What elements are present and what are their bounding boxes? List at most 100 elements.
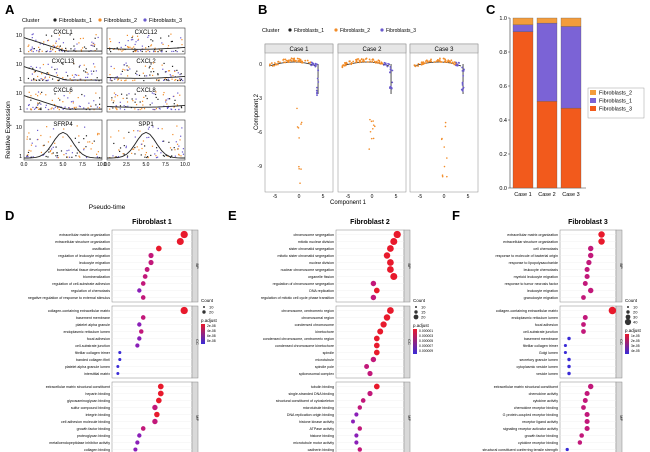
go-term-dot (156, 245, 162, 252)
cell-point (35, 107, 37, 109)
term-label: collagen-containing extracellular matrix (48, 309, 110, 313)
cell-point (136, 146, 138, 148)
cell-point (72, 100, 74, 103)
case-label: Case 2 (362, 47, 382, 53)
cell-point (287, 59, 290, 62)
cell-point (178, 109, 180, 111)
cell-point (63, 154, 65, 156)
term-label: kinetochore (315, 330, 334, 334)
cell-point (52, 146, 54, 148)
legend-color-label: 3e-05 (631, 344, 640, 348)
cell-point (40, 78, 42, 80)
cell-point (314, 64, 317, 66)
cell-point (78, 141, 80, 144)
cell-point (30, 108, 33, 111)
cell-point (170, 40, 173, 43)
legend-size-dot (202, 310, 206, 314)
cell-point (84, 71, 87, 73)
cell-point (36, 138, 39, 141)
cell-point (111, 99, 113, 101)
cell-point (166, 107, 169, 110)
cell-point (28, 104, 30, 106)
cell-point (167, 70, 170, 72)
cell-point (124, 79, 126, 82)
cell-point (179, 73, 181, 76)
cell-point (348, 60, 351, 63)
cell-point (119, 49, 122, 51)
cell-point (90, 148, 92, 150)
cell-point (26, 138, 28, 140)
cell-point (37, 129, 39, 132)
cell-point (66, 156, 69, 158)
cell-point (83, 147, 85, 150)
case-label: Case 1 (289, 47, 309, 53)
cell-point (171, 40, 173, 43)
cell-point (81, 47, 84, 49)
cell-point (273, 62, 276, 64)
cell-point (110, 136, 112, 138)
cell-point (148, 34, 150, 37)
cell-point (165, 154, 167, 157)
cell-point (54, 142, 56, 144)
cell-point (168, 79, 170, 82)
cell-point (150, 63, 152, 65)
y-tick-label: 10 (16, 33, 22, 39)
cell-point (177, 148, 179, 150)
go-term-dot (148, 259, 154, 266)
cell-point (391, 69, 394, 72)
legend-swatch-fb3 (380, 28, 384, 32)
cell-point (133, 130, 135, 132)
cell-point (39, 108, 41, 110)
cell-point (374, 61, 377, 64)
cell-point (109, 49, 111, 51)
cell-point (52, 49, 54, 51)
go-term-dot (567, 357, 571, 362)
cell-point (298, 165, 300, 168)
cell-point (285, 59, 288, 62)
cell-point (457, 61, 460, 64)
cell-point (64, 106, 66, 108)
cell-point (90, 105, 92, 107)
legend-color-label: 0.000005 (419, 339, 433, 343)
cell-point (27, 104, 30, 107)
cell-point (316, 91, 318, 94)
cell-point (146, 156, 148, 159)
cell-point (47, 72, 50, 74)
fit-curve (23, 66, 102, 81)
cell-point (444, 125, 447, 128)
cell-point (40, 107, 42, 109)
term-label: extracellular matrix structural constitu… (494, 385, 558, 389)
x-tick-label: 10.0 (180, 162, 190, 168)
cell-point (156, 150, 158, 152)
cell-point (369, 118, 371, 121)
go-term-dot (577, 440, 583, 445)
legend-item: Fibroblasts_2 (104, 18, 137, 24)
cell-point (32, 48, 34, 50)
cell-point (162, 154, 164, 157)
go-term-dot (140, 281, 146, 286)
cell-point (296, 57, 299, 60)
term-label: regulation of chromosome segregation (273, 282, 334, 286)
cell-point (177, 79, 179, 82)
cell-point (48, 76, 51, 78)
cell-point (174, 108, 177, 111)
cell-point (110, 50, 112, 53)
go-term-dot (373, 342, 380, 349)
cell-point (357, 58, 360, 60)
term-label: cell chemotaxis (533, 247, 558, 251)
cell-point (175, 141, 177, 143)
legend-size-label: 30 (633, 315, 638, 320)
cell-point (296, 126, 299, 128)
cell-point (50, 50, 52, 52)
cell-point (446, 157, 448, 159)
cell-point (178, 154, 180, 156)
x-tick-label: 0.0 (21, 162, 28, 168)
bar-segment (560, 107, 582, 189)
panel-label-f: F (452, 208, 460, 223)
go-term-dot (586, 259, 592, 266)
term-label: Golgi lumen (539, 351, 558, 355)
cell-point (171, 149, 173, 151)
x-tick-label: -5 (346, 194, 351, 200)
cell-point (178, 153, 180, 155)
group-frame (335, 305, 405, 379)
